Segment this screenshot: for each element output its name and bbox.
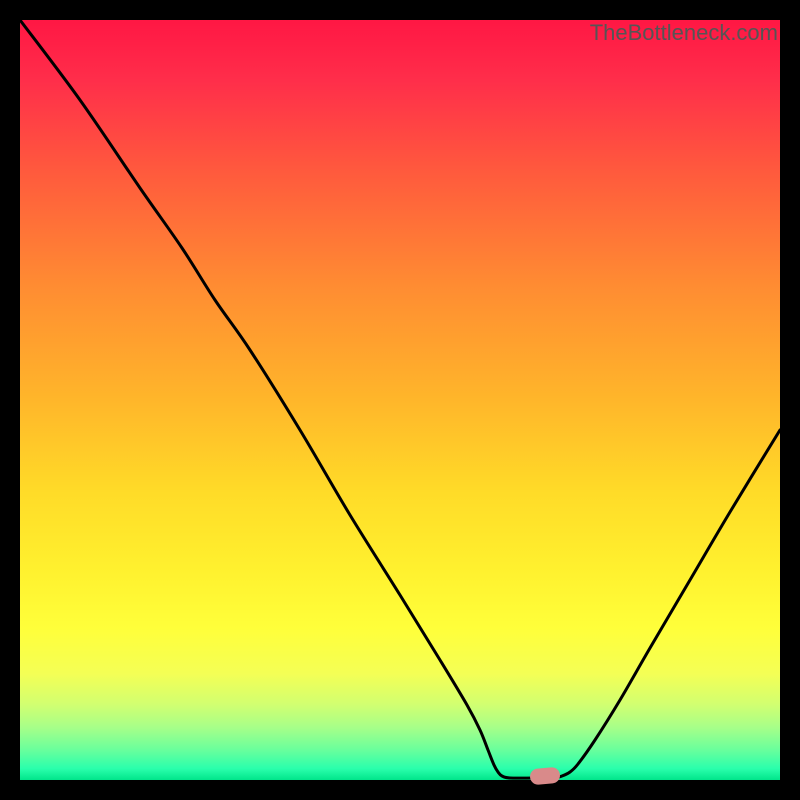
curve-svg <box>20 20 780 780</box>
chart-container: TheBottleneck.com <box>0 0 800 800</box>
target-marker <box>529 767 560 786</box>
plot-area: TheBottleneck.com <box>20 20 780 780</box>
bottleneck-curve <box>20 20 780 778</box>
watermark-text: TheBottleneck.com <box>590 20 778 46</box>
